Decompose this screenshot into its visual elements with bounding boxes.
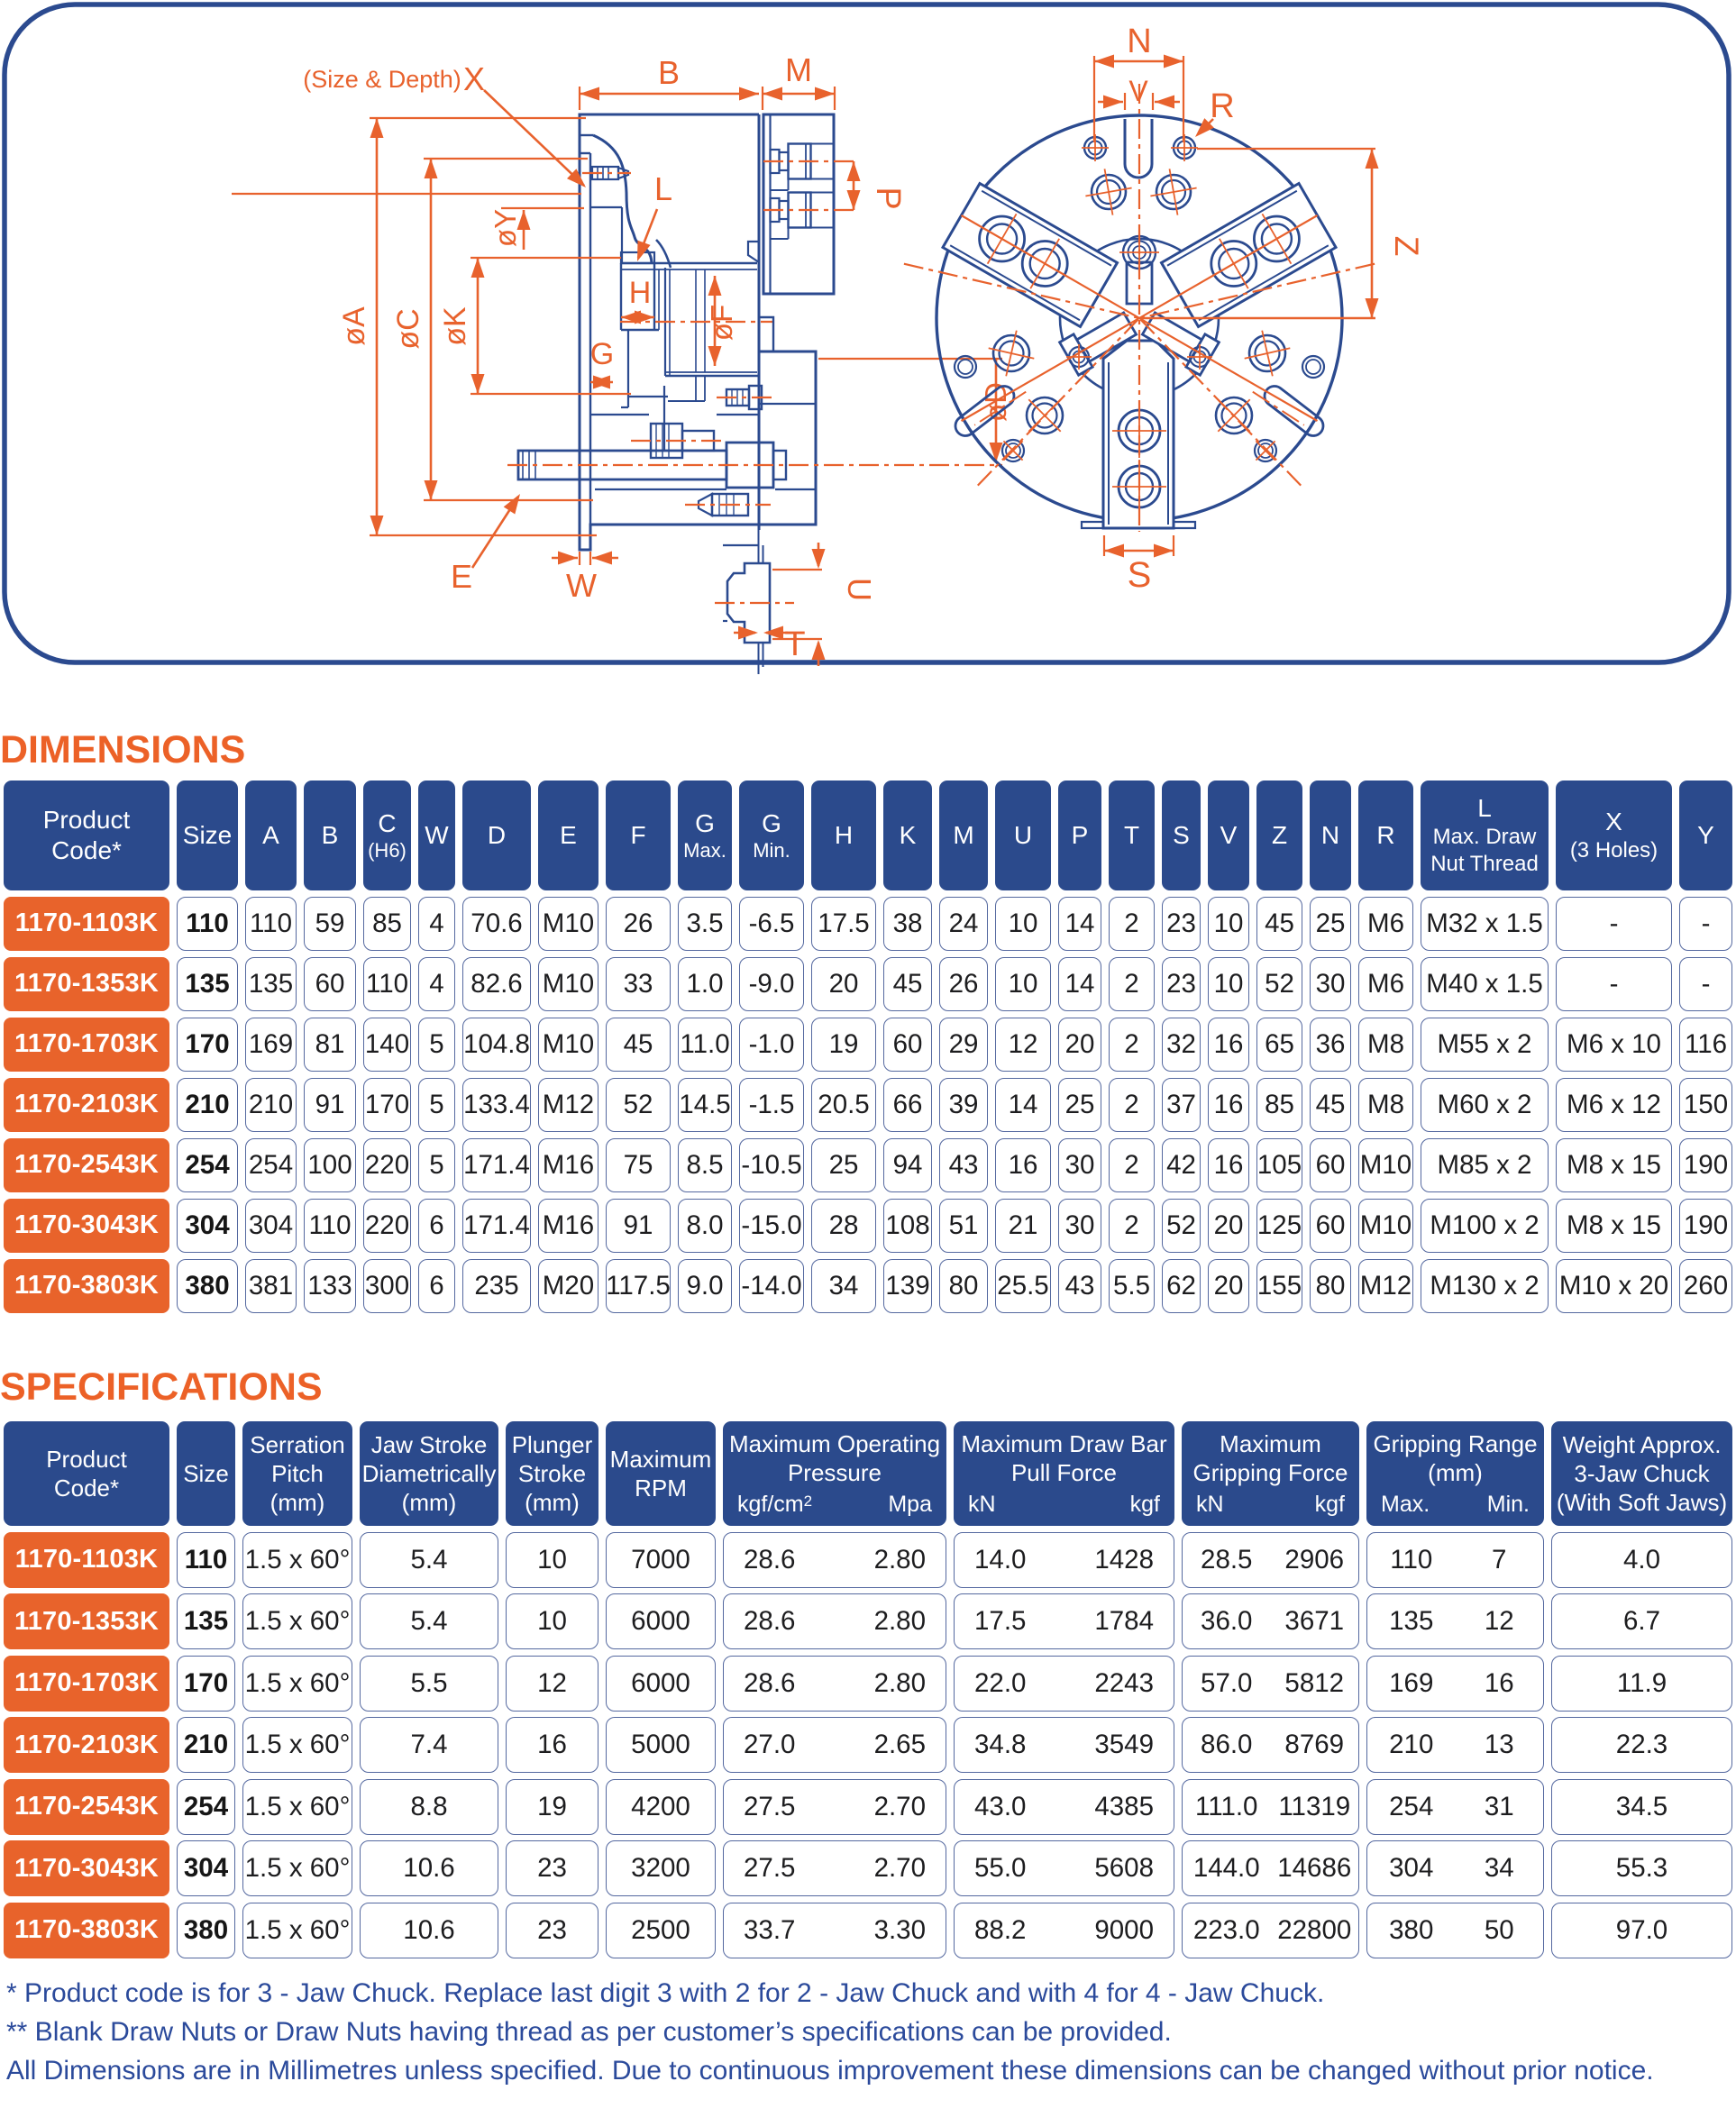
svg-text:T: T [784, 625, 805, 663]
svg-text:U: U [841, 578, 878, 601]
svg-text:L: L [654, 170, 672, 207]
svg-text:G: G [590, 337, 614, 371]
svg-text:P: P [869, 187, 907, 209]
svg-text:øK: øK [438, 306, 472, 346]
svg-text:E: E [451, 558, 472, 595]
svg-text:B: B [658, 54, 680, 91]
svg-text:(Size & Depth): (Size & Depth) [303, 66, 461, 93]
svg-text:øC: øC [391, 308, 425, 349]
svg-text:R: R [1210, 87, 1234, 125]
svg-text:W: W [566, 567, 597, 604]
svg-text:Z: Z [1388, 236, 1425, 257]
svg-text:V: V [1128, 75, 1148, 107]
svg-text:N: N [1127, 23, 1151, 60]
svg-text:øA: øA [337, 306, 371, 346]
svg-text:S: S [1128, 555, 1152, 595]
svg-text:X: X [463, 60, 485, 97]
svg-text:øF: øF [705, 305, 738, 341]
svg-text:H: H [629, 276, 652, 310]
svg-text:M: M [785, 51, 812, 88]
svg-text:øY: øY [489, 209, 522, 247]
